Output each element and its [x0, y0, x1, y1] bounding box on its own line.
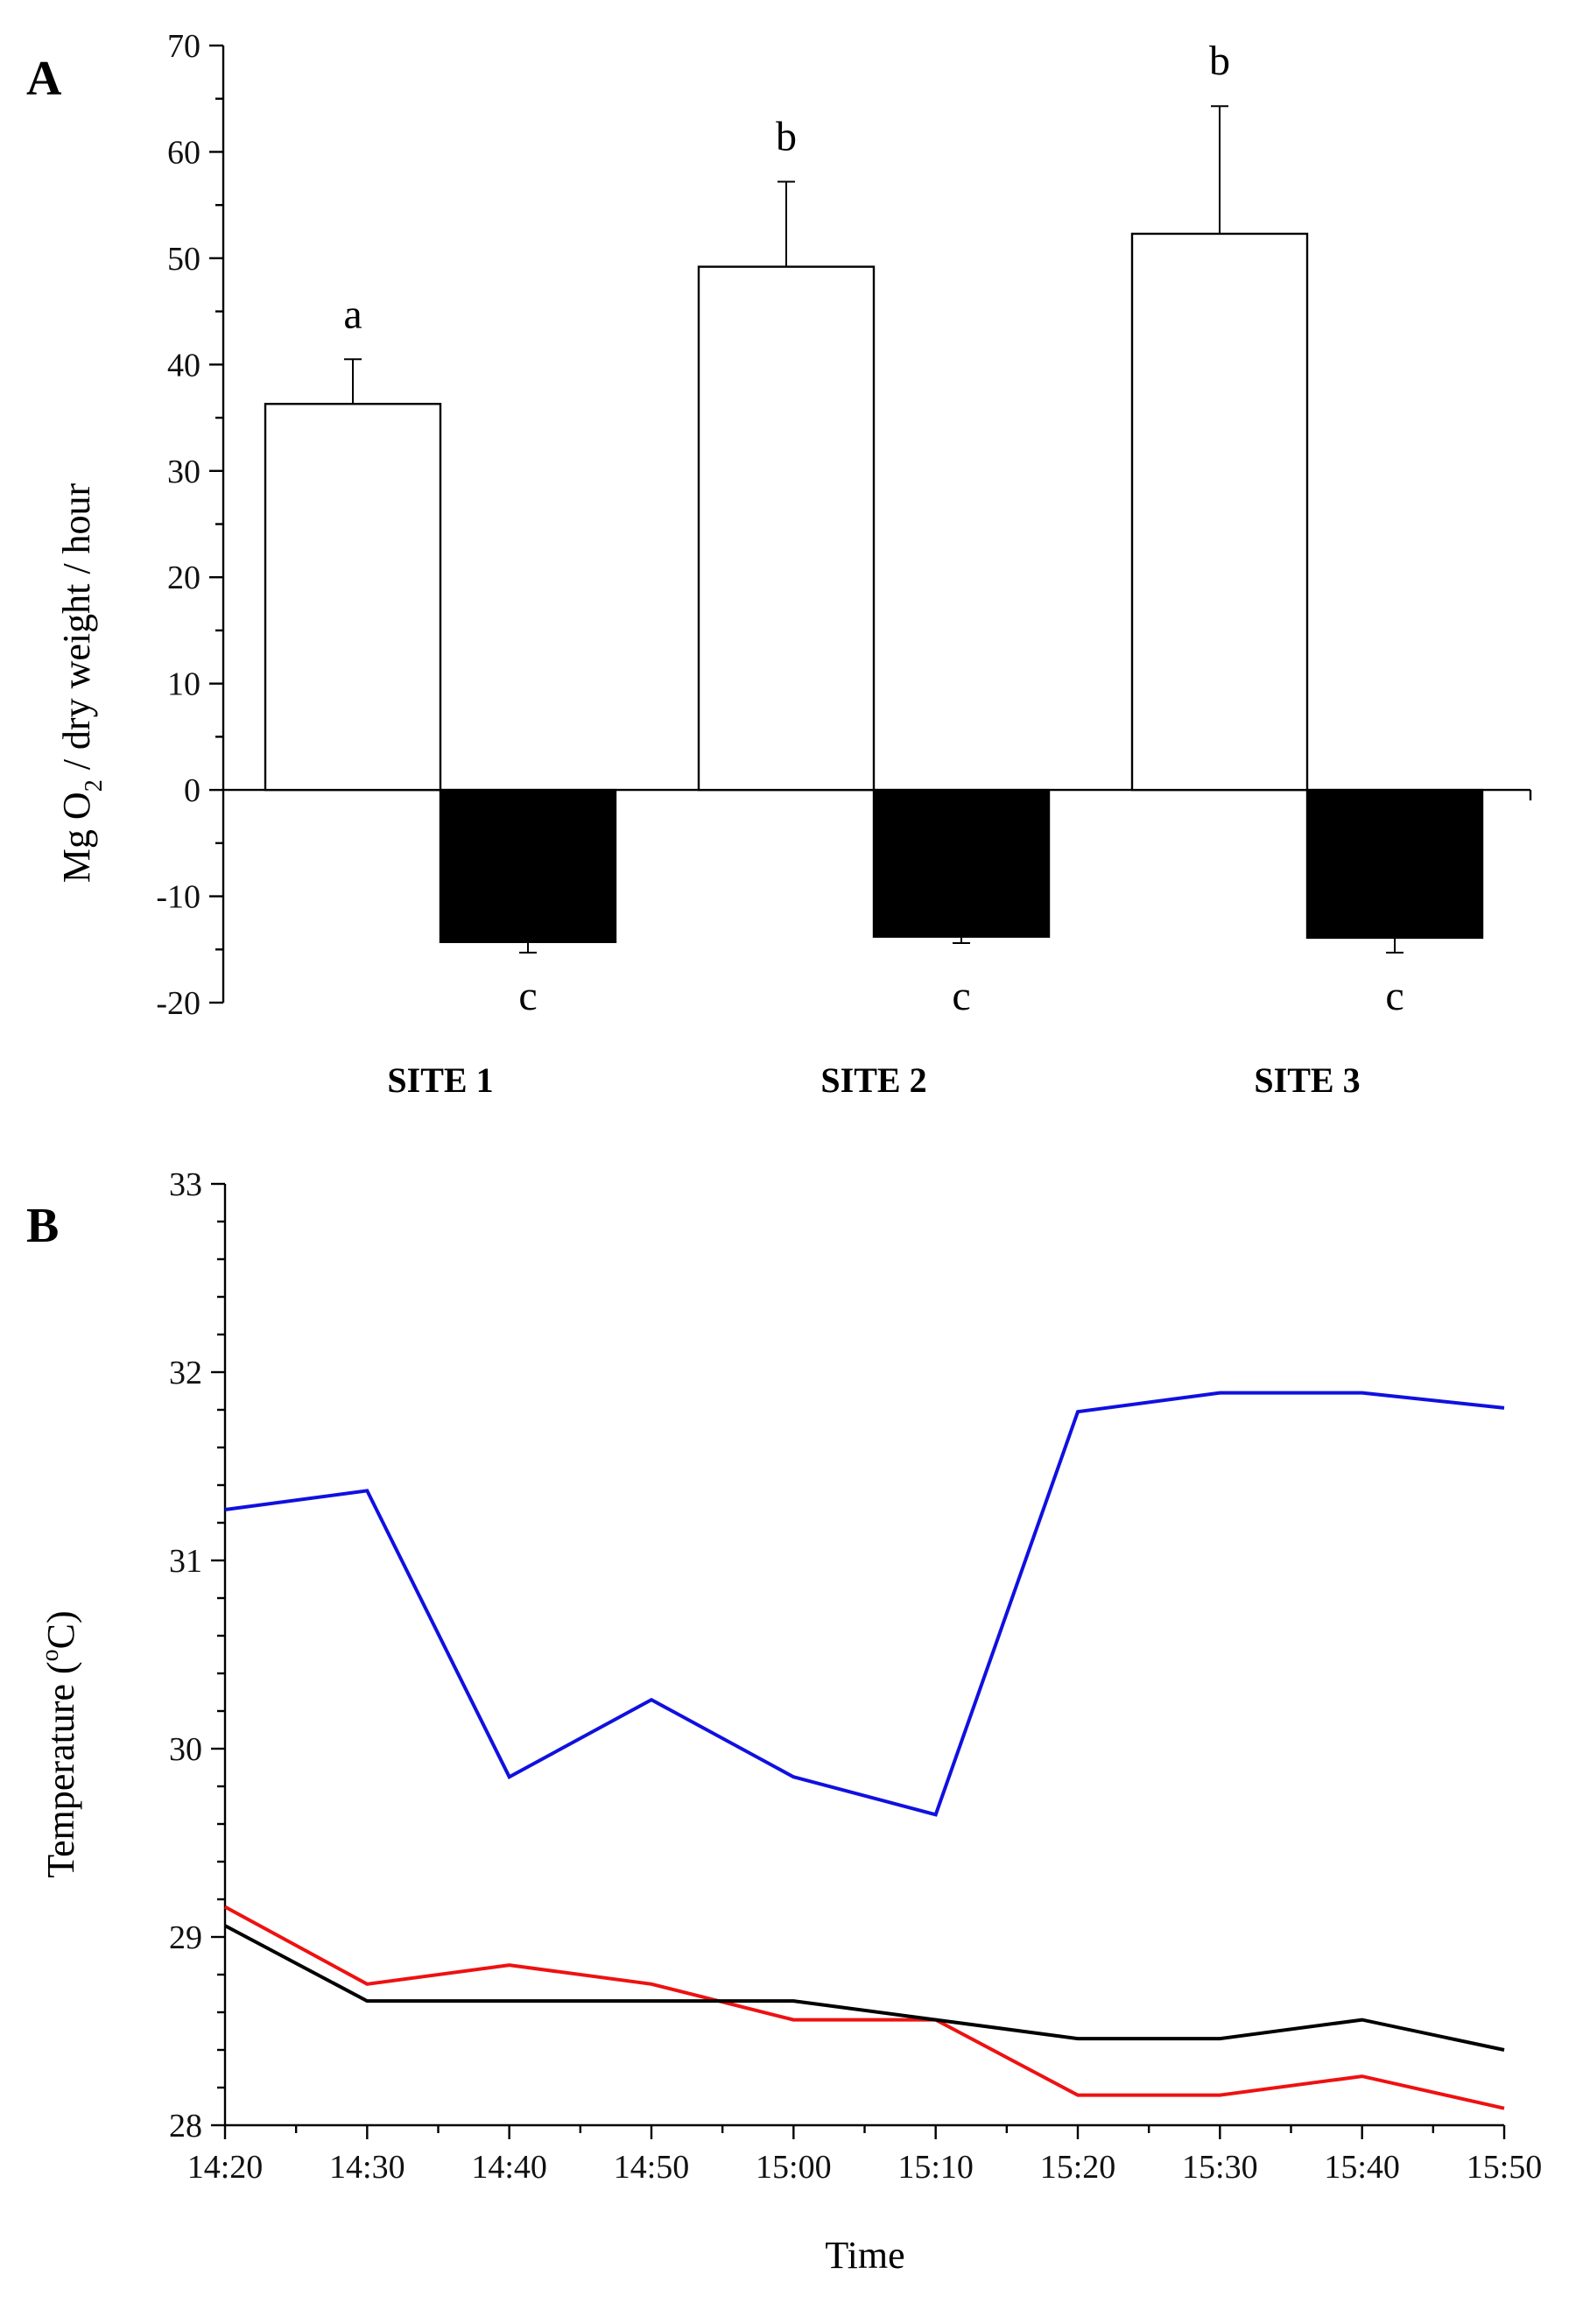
series-line-blue	[224, 1391, 1505, 1817]
y-tick-label: 33	[169, 1166, 202, 1203]
bar-negative-1	[439, 788, 617, 943]
panel-b-y-axis-title: Temperature (oC)	[37, 1610, 82, 1877]
x-tick-label: 15:10	[897, 2149, 974, 2186]
panel-b-x-axis: 14:20 14:30 14:40 14:50 15:00 15:10 15:20 15:30…	[187, 2123, 1543, 2186]
panel-a-bars: a c b c b c	[264, 38, 1484, 1019]
y-tick-label: 0	[184, 772, 201, 809]
category-label: SITE 2	[820, 1060, 926, 1100]
panel-a-category-labels: SITE 1 SITE 2 SITE 3	[387, 1060, 1360, 1100]
series-line-red	[224, 1905, 1505, 2110]
significance-label: b	[1209, 38, 1230, 84]
y-tick-label: 20	[167, 560, 201, 596]
panel-b-letter: B	[26, 1199, 59, 1253]
bar-positive-2	[697, 265, 876, 792]
panel-b-line-chart: B 28 29 30 31 32 33 14:20 14:30 14:40 14:50 15:00…	[26, 1166, 1542, 2277]
x-tick-label: 14:20	[187, 2149, 264, 2186]
bar-positive-3	[1130, 232, 1309, 792]
x-tick-label: 14:50	[614, 2149, 690, 2186]
bar-positive-1	[264, 403, 442, 792]
y-tick-label: 32	[169, 1355, 202, 1391]
y-tick-label: 60	[167, 134, 201, 171]
significance-label: c	[518, 973, 537, 1019]
x-tick-label: 15:40	[1324, 2149, 1400, 2186]
significance-label: b	[776, 113, 797, 159]
x-tick-label: 14:30	[329, 2149, 405, 2186]
bar-negative-3	[1305, 788, 1484, 940]
y-tick-label: 31	[169, 1543, 202, 1580]
category-label: SITE 3	[1254, 1060, 1360, 1100]
x-tick-label: 15:00	[756, 2149, 832, 2186]
y-tick-label: 10	[167, 666, 201, 703]
category-label: SITE 1	[387, 1060, 493, 1100]
significance-label: c	[1385, 973, 1404, 1019]
series-line-black	[224, 1924, 1505, 2052]
panel-b-series	[224, 1391, 1505, 2110]
panel-a-letter: A	[26, 52, 62, 106]
y-tick-label: 29	[169, 1919, 202, 1956]
y-tick-label: 28	[169, 2108, 202, 2144]
significance-label: c	[952, 973, 970, 1019]
bar-negative-2	[872, 788, 1051, 938]
x-tick-label: 14:40	[471, 2149, 547, 2186]
panel-a-y-axis-title: Mg O2 / dry weight / hour	[55, 482, 108, 883]
panel-b-x-axis-title: Time	[825, 2234, 904, 2277]
x-tick-label: 15:50	[1467, 2149, 1543, 2186]
y-tick-label: -20	[156, 985, 201, 1022]
y-tick-label: -10	[156, 879, 201, 916]
x-tick-label: 15:30	[1182, 2149, 1258, 2186]
significance-label: a	[343, 291, 362, 337]
y-tick-label: 30	[167, 454, 201, 490]
x-tick-label: 15:20	[1040, 2149, 1116, 2186]
y-tick-label: 40	[167, 347, 201, 384]
y-tick-label: 50	[167, 241, 201, 278]
y-tick-label: 70	[167, 28, 201, 65]
y-tick-label: 30	[169, 1731, 202, 1768]
panel-b-y-axis: 28 29 30 31 32 33	[169, 1166, 227, 2144]
